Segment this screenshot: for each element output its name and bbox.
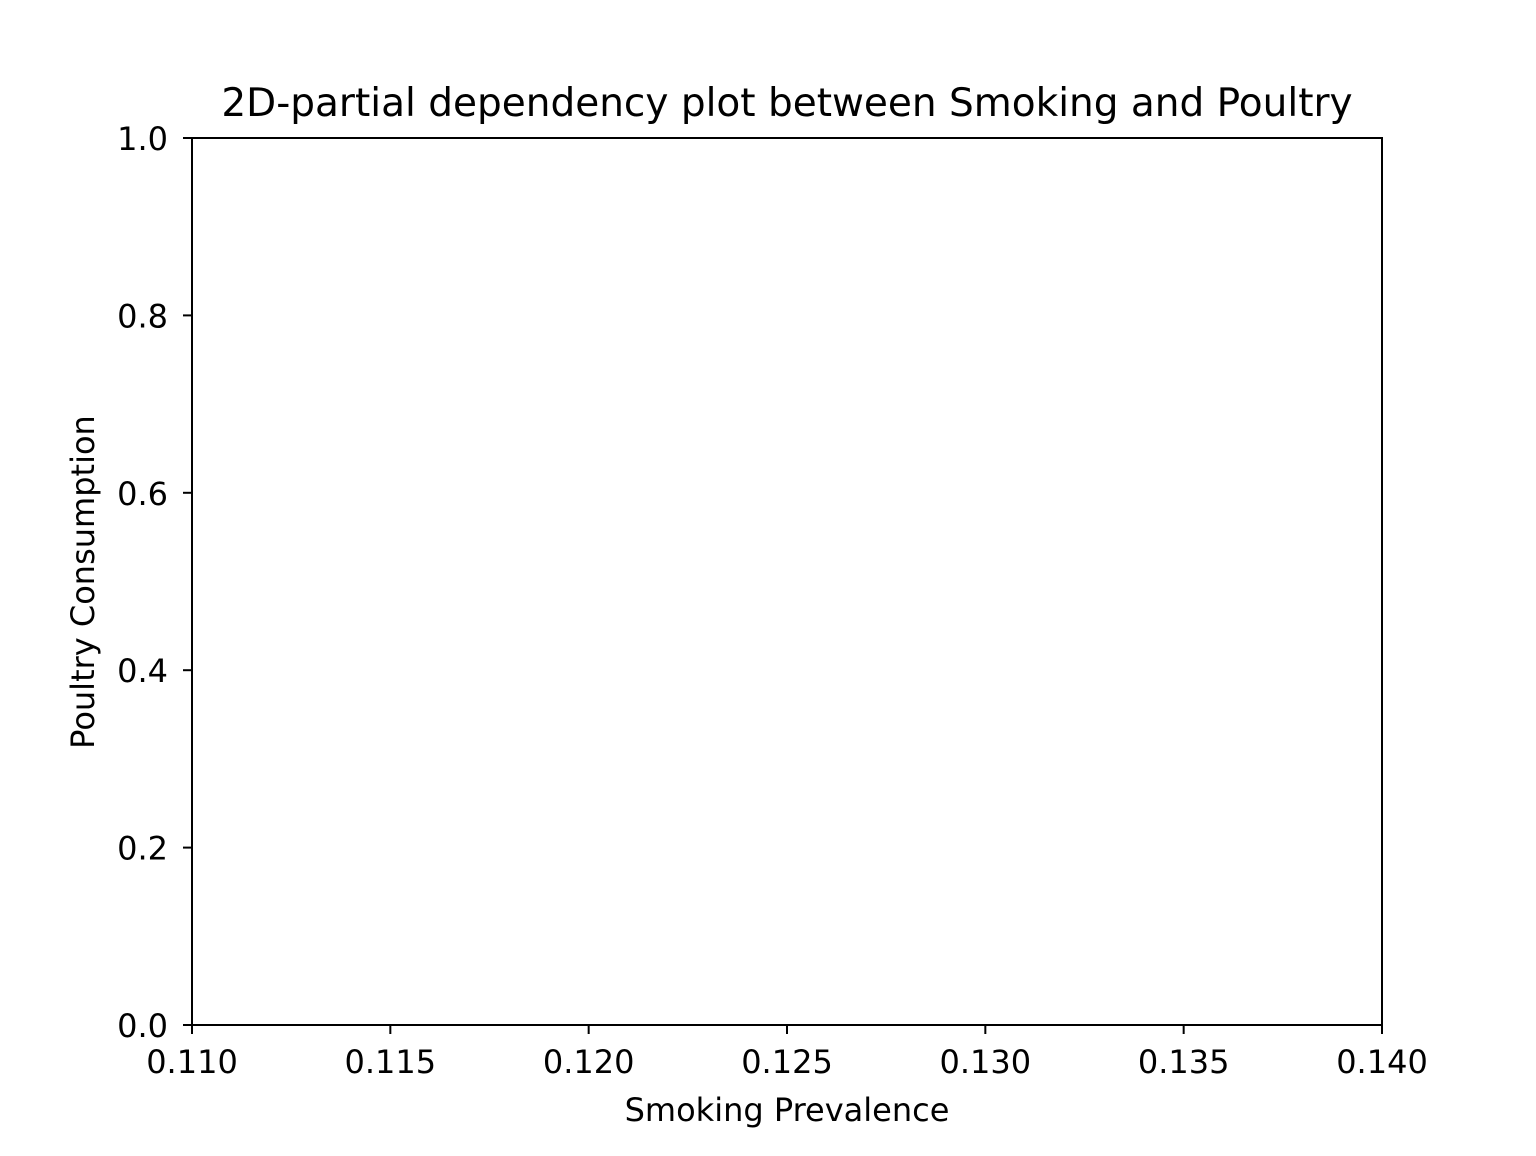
y-axis-ticks: 0.0 0.2 0.4 0.6 0.8 1.0: [117, 120, 192, 1045]
y-tick-label: 0.4: [117, 652, 168, 690]
x-axis-label: Smoking Prevalence: [625, 1091, 950, 1129]
x-tick-label: 0.135: [1138, 1043, 1230, 1081]
x-tick-label: 0.130: [940, 1043, 1032, 1081]
y-tick-label: 0.6: [117, 475, 168, 513]
x-tick-label: 0.140: [1336, 1043, 1428, 1081]
y-axis-label: Poultry Consumption: [64, 415, 102, 749]
x-tick-label: 0.120: [543, 1043, 635, 1081]
y-tick-label: 0.8: [117, 297, 168, 335]
y-tick-label: 0.0: [117, 1007, 168, 1045]
y-tick-label: 0.2: [117, 830, 168, 868]
x-tick-label: 0.115: [345, 1043, 437, 1081]
x-axis-ticks: 0.110 0.115 0.120 0.125 0.130 0.135 0.140: [146, 1025, 1428, 1081]
x-tick-label: 0.125: [741, 1043, 833, 1081]
chart-title: 2D-partial dependency plot between Smoki…: [221, 81, 1352, 126]
x-tick-label: 0.110: [146, 1043, 238, 1081]
y-tick-label: 1.0: [117, 120, 168, 158]
plot-area: [191, 137, 1383, 1026]
